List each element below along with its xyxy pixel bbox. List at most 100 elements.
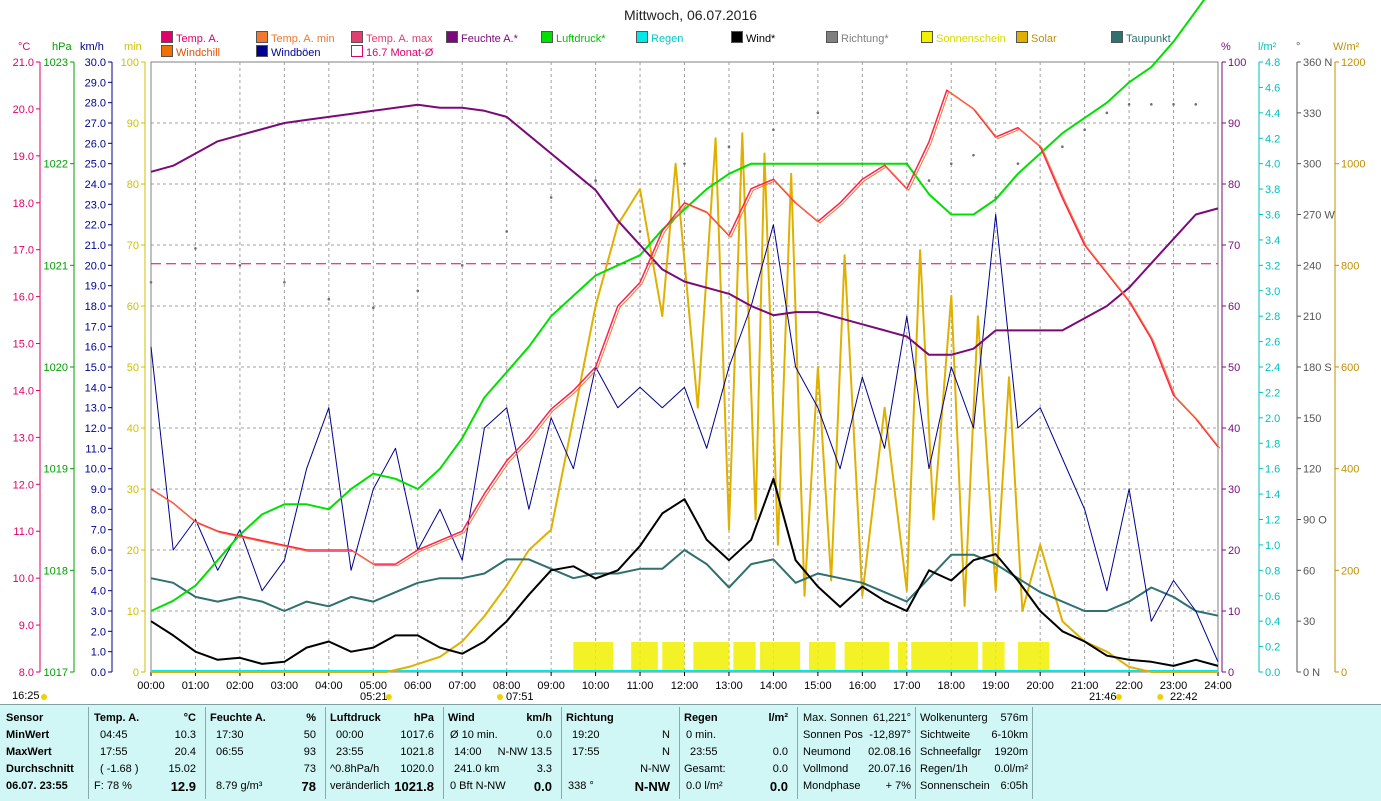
- axis-tick-label: 60: [127, 301, 139, 313]
- misc-value: 0.0l/m²: [994, 763, 1028, 775]
- hum-avg-value: 73: [303, 763, 316, 775]
- wind-avg10-value: 0.0: [536, 729, 552, 741]
- misc-value: 1920m: [994, 746, 1028, 758]
- unit-hpa: hPa: [52, 41, 72, 53]
- direction-dot: [505, 230, 508, 233]
- legend-swatch-richtung: [826, 31, 838, 43]
- x-tick-label: 22:00: [1115, 680, 1143, 692]
- x-tick-label: 14:00: [760, 680, 788, 692]
- legend-sonnenschein: Sonnenschein: [921, 31, 1006, 45]
- axis-tick-label: 9.0: [19, 620, 34, 632]
- axis-tick-label: 4.0: [1265, 159, 1280, 171]
- legend-wind: Wind*: [731, 31, 775, 45]
- x-tick-label: 03:00: [271, 680, 299, 692]
- temp-avg-extra: ( -1.68 ): [100, 763, 139, 775]
- separator: [205, 707, 206, 799]
- axis-tick-label: 23.0: [85, 199, 106, 211]
- clock-marker: [41, 694, 47, 700]
- axis-tick-label: 330: [1303, 108, 1321, 120]
- sunshine-bar: [911, 642, 978, 672]
- x-tick-label: 01:00: [182, 680, 210, 692]
- axis-tick-label: 1022: [44, 159, 68, 171]
- sunshine-bar: [573, 642, 614, 672]
- separator: [325, 707, 326, 799]
- x-tick-label: 10:00: [582, 680, 610, 692]
- misc-value: 576m: [1000, 712, 1028, 724]
- x-tick-label: 09:00: [537, 680, 565, 692]
- astro-value: + 7%: [885, 780, 911, 792]
- axis-tick-label: 20: [127, 545, 139, 557]
- axis-tick-label: 1.0: [1265, 540, 1280, 552]
- legend-swatch-temp: [161, 31, 173, 43]
- axis-tick-label: 3.6: [1265, 210, 1280, 222]
- axis-tick-label: 4.4: [1265, 108, 1280, 120]
- axis-tick-label: 70: [1228, 240, 1240, 252]
- axis-tick-label: 0.0: [1265, 667, 1280, 679]
- axis-tick-label: 12.0: [85, 423, 106, 435]
- axis-tick-label: 18.0: [13, 198, 34, 210]
- x-tick-label: 11:00: [627, 680, 654, 692]
- dir-avg-value: N-NW: [640, 763, 670, 775]
- temp-max-value: 20.4: [174, 746, 196, 758]
- axis-tick-label: 80: [1228, 179, 1240, 191]
- axis-tick-label: 90: [1228, 118, 1240, 130]
- series-feuchte-a: [150, 103, 1219, 356]
- astro-label: Vollmond: [803, 763, 849, 775]
- axis-tick-label: 400: [1341, 464, 1359, 476]
- direction-dot: [1016, 162, 1020, 165]
- rain-current: 0.0: [769, 779, 788, 794]
- axis-tick-label: 10.0: [85, 464, 106, 476]
- legend-richtung: Richtung*: [826, 31, 889, 45]
- axis-tick-label: 4.8: [1265, 57, 1280, 69]
- sun-marker: [385, 694, 392, 700]
- unit-degc: °C: [18, 41, 31, 53]
- hum-min-value: 50: [303, 729, 316, 741]
- direction-dot: [972, 153, 975, 157]
- legend-taupunkt: Taupunkt: [1111, 31, 1171, 45]
- x-tick-label: 18:00: [937, 680, 965, 692]
- rain-amount: 0.0 l/m²: [686, 780, 723, 792]
- axis-tick-label: 1.4: [1265, 489, 1280, 501]
- axis-tick-label: 11.0: [13, 526, 34, 538]
- hum-title: Feuchte A.: [210, 712, 266, 724]
- misc-label: Wolkenunterg: [920, 712, 988, 724]
- dir-min-time: 19:20: [572, 729, 600, 741]
- axis-tick-label: 6.0: [91, 545, 106, 557]
- axis-tick-label: 30: [1303, 616, 1315, 628]
- x-tick-label: 05:00: [360, 680, 388, 692]
- axis-tick-label: 7.0: [91, 525, 106, 537]
- sunshine-bar: [662, 642, 685, 672]
- legend-swatch-taupunkt: [1111, 31, 1123, 43]
- axis-tick-label: 180 S: [1303, 362, 1332, 374]
- astro-label: Sonnen Pos: [803, 729, 863, 741]
- wind-unit: km/h: [526, 712, 552, 724]
- axis-tick-label: 50: [127, 362, 139, 374]
- legend-swatch-temp-max: [351, 31, 363, 43]
- sunshine-bar: [1017, 642, 1050, 672]
- misc-label: Sichtweite: [920, 729, 971, 741]
- x-tick-label: 21:00: [1071, 680, 1099, 692]
- dir-max-value: N: [662, 746, 670, 758]
- press-max-value: 1021.8: [400, 746, 434, 758]
- axis-tick-label: 1019: [44, 464, 68, 476]
- axis-tick-label: 2.0: [1265, 413, 1280, 425]
- axis-tick-label: 15.0: [85, 362, 106, 374]
- rain-total-label: Gesamt:: [684, 763, 726, 775]
- axis-tick-label: 1.0: [91, 647, 106, 659]
- legend-solar: Solar: [1016, 31, 1057, 45]
- stats-temp: Temp. A. °C 04:45 10.3 17:55 20.4 ( -1.6…: [94, 709, 200, 797]
- stats-pressure: Luftdruck hPa 00:00 1017.6 23:55 1021.8 …: [330, 709, 438, 797]
- axis-tick-label: 3.2: [1265, 260, 1280, 272]
- axis-tick-label: 21.0: [85, 240, 106, 252]
- axis-tick-label: 9.0: [91, 484, 106, 496]
- axis-tick-label: 16.0: [13, 292, 34, 304]
- axis-tick-label: 27.0: [85, 118, 106, 130]
- direction-dot: [1061, 145, 1064, 149]
- temp-max-time: 17:55: [100, 746, 128, 758]
- axis-tick-label: 2.8: [1265, 311, 1280, 323]
- axis-tick-label: 1.8: [1265, 438, 1280, 450]
- unit-kmh: km/h: [80, 41, 104, 53]
- axis-tick-label: 270 W: [1303, 210, 1335, 222]
- axis-tick-label: 18.0: [85, 301, 106, 313]
- wind-current: 0.0: [533, 779, 552, 794]
